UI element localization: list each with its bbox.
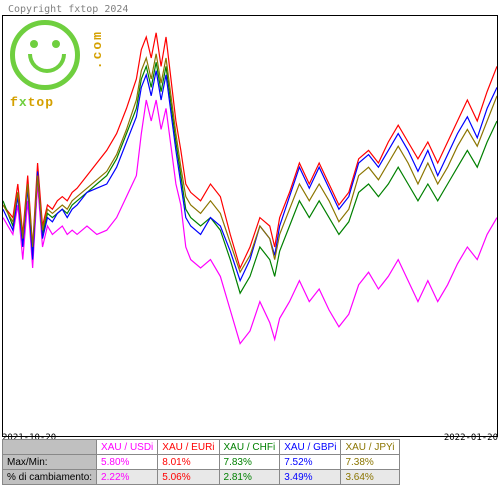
table-cell: 3.64% [341, 470, 399, 485]
table-col-header: XAU / USDi [97, 440, 158, 455]
table-col-header: XAU / JPYi [341, 440, 399, 455]
table-col-header: XAU / CHFi [219, 440, 280, 455]
table-cell: 8.01% [158, 455, 219, 470]
date-end: 2022-01-20 [444, 433, 498, 443]
table-col-header: XAU / EURi [158, 440, 219, 455]
table-cell: 5.06% [158, 470, 219, 485]
series-line [3, 54, 497, 272]
data-table: XAU / USDiXAU / EURiXAU / CHFiXAU / GBPi… [2, 439, 400, 485]
table-cell: 2.81% [219, 470, 280, 485]
table-cell: 3.49% [280, 470, 341, 485]
table-cell: 7.83% [219, 455, 280, 470]
table-cell: 5.80% [97, 455, 158, 470]
table-col-header: XAU / GBPi [280, 440, 341, 455]
table-cell: 7.38% [341, 455, 399, 470]
table-corner [3, 440, 97, 455]
table-row-header: % di cambiamento: [3, 470, 97, 485]
chart-area [2, 15, 498, 437]
series-line [3, 100, 497, 344]
table-cell: 2.22% [97, 470, 158, 485]
table-row-header: Max/Min: [3, 455, 97, 470]
table-cell: 7.52% [280, 455, 341, 470]
series-line [3, 71, 497, 281]
series-line [3, 33, 497, 268]
chart-svg [3, 16, 497, 436]
copyright-text: Copyright fxtop 2024 [8, 4, 128, 15]
